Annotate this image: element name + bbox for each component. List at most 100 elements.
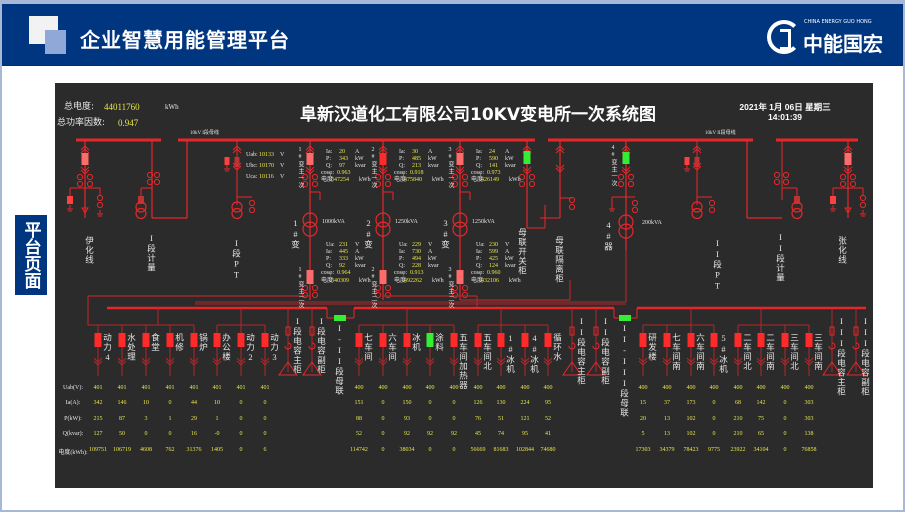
feeder-breaker-21[interactable] [710, 333, 718, 347]
feeder-breaker-15[interactable] [497, 333, 505, 347]
feeder-breaker-10[interactable] [379, 333, 387, 347]
feeder-breaker-14[interactable] [474, 333, 482, 347]
feeder-breaker-25[interactable] [805, 333, 813, 347]
table-cell: 0 [783, 446, 787, 453]
plug-chevron-icon [621, 148, 631, 154]
tie-switch-breaker[interactable] [523, 151, 531, 164]
feeder-breaker-18[interactable] [639, 333, 647, 347]
table-cell: 762 [165, 446, 175, 453]
table-cell: 15 [640, 400, 646, 407]
hv-q-unit: kvar [355, 163, 366, 169]
feeder-breaker-24[interactable] [781, 333, 789, 347]
hv-p-label: P: [326, 156, 332, 162]
lv-ua-unit: V [505, 242, 510, 248]
table-cell: 0 [428, 415, 432, 422]
transformer-1-lv-breaker[interactable] [306, 270, 314, 284]
table-cell: 13 [664, 431, 670, 438]
feeder-breaker-7[interactable] [237, 333, 245, 347]
feeder-breaker-17[interactable] [544, 333, 552, 347]
meter-ii-label: II段计量 [775, 232, 786, 283]
feeder-breaker-9[interactable] [355, 333, 363, 347]
table-cell: 52 [356, 431, 362, 438]
plug-chevron-icon [555, 145, 565, 151]
feeder-breaker-13[interactable] [450, 333, 458, 347]
current-transformer-icon [451, 173, 459, 181]
feeder-breaker-5[interactable] [190, 333, 198, 347]
power-transformer-icon [302, 221, 318, 237]
feeder-breaker-4[interactable] [166, 333, 174, 347]
reactor-icon [828, 342, 836, 350]
plug-chevron-icon [843, 166, 853, 172]
table-cell: 45 [475, 431, 481, 438]
time-display: 14:01:39 [767, 112, 803, 122]
transformer-2-lv-breaker[interactable] [379, 270, 387, 284]
load-arrow-icon [756, 357, 766, 363]
table-cell: 400 [543, 385, 553, 391]
table-cell: 106719 [113, 446, 131, 453]
feeder-breaker-8[interactable] [261, 333, 269, 347]
plug-chevron-icon [692, 165, 702, 171]
table-cell: 215 [93, 415, 103, 422]
lv-q-label: Q: [326, 263, 332, 269]
plug-chevron-icon [455, 166, 465, 172]
feeder-breaker-2[interactable] [118, 333, 126, 347]
feeder-breaker-23[interactable] [757, 333, 765, 347]
current-transformer-icon [461, 173, 469, 181]
feeder-breaker-20[interactable] [687, 333, 695, 347]
load-arrow-icon [378, 357, 388, 363]
transformer-2-hv-breaker[interactable] [379, 153, 387, 165]
plug-chevron-icon [522, 166, 532, 172]
feeder-breaker-22[interactable] [734, 333, 742, 347]
load-arrow-icon [686, 357, 696, 363]
metering-transformer-icon [791, 207, 803, 220]
table-cell: 23922 [730, 446, 746, 453]
incoming-line-yihua-breaker[interactable] [81, 153, 89, 165]
power-transformer-icon [618, 223, 634, 239]
incoming-line-zhanghua-breaker[interactable] [844, 153, 852, 165]
table-cell: 210 [733, 431, 743, 438]
power-transformer-icon [375, 221, 391, 237]
tie-i-ii-breaker[interactable] [334, 315, 346, 321]
plug-chevron-icon [555, 167, 565, 173]
capacitor-fuse [593, 326, 599, 336]
lv-ia-label: Ia: [399, 249, 406, 255]
plug-chevron-icon [455, 145, 465, 151]
transformer-3-lv-breaker[interactable] [456, 270, 464, 284]
plug-chevron-icon [843, 145, 853, 151]
lv-cos-label: cosφ: [321, 270, 335, 276]
table-cell: 17303 [635, 446, 651, 453]
feeder-breaker-11[interactable] [403, 333, 411, 347]
lv-p-label: P: [399, 256, 405, 262]
feeder-breaker-1[interactable] [94, 333, 102, 347]
transformer-1-hv-breaker[interactable] [306, 153, 314, 165]
load-arrow-icon [425, 360, 435, 366]
transformer-3-hv-breaker[interactable] [456, 153, 464, 165]
feeder-breaker-3[interactable] [142, 333, 150, 347]
transformer-3-lv-label: 3#变主二次 [447, 267, 453, 309]
hv-ia-label: Ia: [326, 149, 333, 155]
voltage-transformer-icon [231, 207, 243, 220]
feeder-breaker-16[interactable] [521, 333, 529, 347]
feeder-label: 研发楼 [647, 333, 658, 362]
tie-ii-iii-breaker[interactable] [619, 315, 631, 321]
breaker [684, 157, 690, 165]
feeder-breaker-19[interactable] [663, 333, 671, 347]
load-arrow-icon [844, 207, 852, 214]
transformer-2-lv-label: 2#变主二次 [370, 267, 376, 309]
lv-cos-label: cosφ: [471, 270, 485, 276]
current-transformer-icon [86, 173, 94, 181]
current-transformer-icon [86, 180, 94, 188]
fuse [234, 157, 240, 167]
transformer-4-hv-breaker[interactable] [622, 152, 630, 164]
current-transformer-icon [76, 180, 84, 188]
capacitor-bank-icon [302, 361, 322, 376]
feeder-breaker-12[interactable] [426, 333, 434, 347]
load-arrow-icon [236, 357, 246, 363]
feeder-breaker-6[interactable] [213, 333, 221, 347]
table-cell: 0 [712, 415, 716, 422]
side-tab-platform-page[interactable]: 平台页面 [15, 215, 47, 295]
plug-chevron-icon [455, 169, 465, 175]
capacitor-cabinet-label: III段电容主柜 [836, 316, 847, 397]
tie-switch-label: 母联开关柜 [517, 228, 528, 276]
lv-energy-unit: kWh [432, 278, 444, 284]
